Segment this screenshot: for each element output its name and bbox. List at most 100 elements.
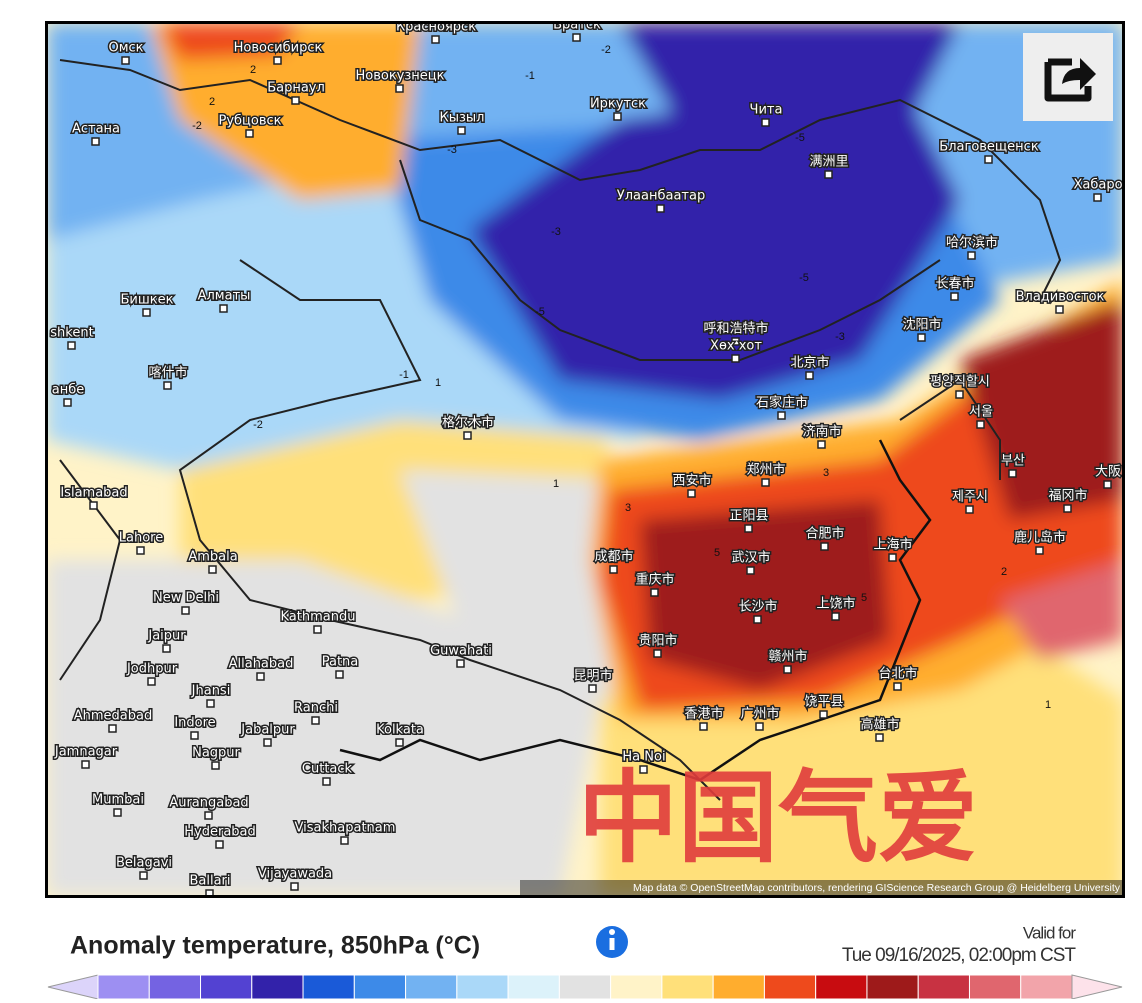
city-marker bbox=[204, 811, 213, 820]
color-swatch bbox=[968, 974, 1022, 1000]
city-marker bbox=[699, 722, 708, 731]
city-label: Jaipur bbox=[147, 629, 186, 644]
city-marker bbox=[731, 337, 740, 346]
attribution-bg bbox=[520, 880, 1123, 896]
city-label: 格尔木市 bbox=[442, 415, 494, 431]
city-marker bbox=[744, 524, 753, 533]
city-label: Братск bbox=[553, 18, 601, 33]
city-marker bbox=[395, 738, 404, 747]
contour-label: 1 bbox=[553, 478, 559, 490]
contour-label: -2 bbox=[601, 44, 611, 56]
city-marker bbox=[967, 251, 976, 260]
city-label: 上饶市 bbox=[816, 596, 855, 612]
city-labels: Омск Новосибирск Красноярск Братск Барнаул Но… bbox=[49, 18, 1123, 896]
city-label: Mumbai bbox=[92, 793, 144, 808]
city-marker bbox=[205, 889, 214, 896]
watermark: 中国气爱 bbox=[578, 759, 978, 876]
contour-label: 2 bbox=[1001, 566, 1007, 578]
city-label: Visakhapatnam bbox=[295, 821, 396, 836]
contour-label: 1 bbox=[435, 377, 441, 389]
city-label: 郑州市 bbox=[746, 462, 785, 478]
valid-time: Tue 09/16/2025, 02:00pm CST bbox=[842, 945, 1077, 966]
city-label: 沈阳市 bbox=[902, 317, 941, 333]
city-marker bbox=[67, 341, 76, 350]
color-bar-low bbox=[47, 974, 99, 1000]
coastline bbox=[339, 439, 932, 782]
color-swatch bbox=[148, 974, 202, 1000]
city-label: 鹿儿岛市 bbox=[1014, 530, 1066, 546]
city-marker bbox=[950, 292, 959, 301]
city-label: 上海市 bbox=[873, 537, 912, 553]
city-label: 长春市 bbox=[935, 276, 974, 292]
color-swatch bbox=[866, 974, 919, 1000]
city-label: Барнаул bbox=[267, 81, 325, 96]
city-marker bbox=[263, 738, 272, 747]
city-label: Jodhpur bbox=[126, 662, 178, 677]
city-marker bbox=[457, 126, 466, 135]
city-label: 武汉市 bbox=[731, 550, 770, 566]
city-marker bbox=[1055, 305, 1064, 314]
contour-label: 5 bbox=[714, 547, 720, 559]
city-label: 福冈市 bbox=[1048, 488, 1087, 504]
city-label: New Delhi bbox=[153, 591, 219, 606]
map[interactable]: Омск Новосибирск Красноярск Братск Барнаул Но… bbox=[47, 18, 1123, 898]
anomaly-field bbox=[47, 23, 1123, 896]
color-swatch bbox=[815, 974, 868, 1000]
city-label: Омск bbox=[108, 41, 143, 56]
city-marker bbox=[63, 398, 72, 407]
city-label: Indore bbox=[174, 716, 215, 731]
info-button[interactable] bbox=[596, 926, 628, 958]
city-label: Ahmedabad bbox=[74, 709, 152, 724]
city-marker bbox=[211, 761, 220, 770]
contour-label: -5 bbox=[795, 132, 805, 144]
city-label: Hyderabad bbox=[184, 825, 256, 840]
city-marker bbox=[656, 204, 665, 213]
city-marker bbox=[755, 722, 764, 731]
share-button[interactable] bbox=[1023, 33, 1113, 121]
city-marker bbox=[335, 670, 344, 679]
color-swatch bbox=[302, 974, 355, 1000]
city-marker bbox=[805, 371, 814, 380]
city-marker bbox=[653, 649, 662, 658]
city-label: Nagpur bbox=[192, 746, 240, 761]
city-label: shkent bbox=[50, 326, 93, 341]
city-label: 부산 bbox=[1001, 454, 1025, 469]
city-marker bbox=[875, 733, 884, 742]
city-label: Хөх хот bbox=[710, 339, 762, 354]
city-label: 广州市 bbox=[740, 706, 779, 722]
city-label: 평양직할시 bbox=[930, 375, 990, 390]
city-marker bbox=[976, 420, 985, 429]
color-swatch bbox=[405, 974, 458, 1000]
city-marker bbox=[731, 354, 740, 363]
city-label: 제주시 bbox=[952, 490, 988, 505]
city-label: 石家庄市 bbox=[756, 395, 808, 411]
map-frame bbox=[45, 21, 1125, 898]
city-label: 呼和浩特市 bbox=[703, 321, 768, 337]
legend-title: Anomaly temperature, 850hPa (°C) bbox=[70, 932, 480, 960]
city-marker bbox=[984, 155, 993, 164]
city-marker bbox=[1035, 546, 1044, 555]
city-marker bbox=[322, 777, 331, 786]
city-label: 北京市 bbox=[790, 355, 829, 371]
city-marker bbox=[136, 546, 145, 555]
city-marker bbox=[609, 565, 618, 574]
city-marker bbox=[753, 615, 762, 624]
attribution: Map data © OpenStreetMap contributors, r… bbox=[633, 882, 1121, 894]
contour-label: -3 bbox=[835, 331, 845, 343]
city-label: Алматы bbox=[198, 289, 251, 304]
color-swatch bbox=[558, 974, 612, 1000]
city-label: Благовещенск bbox=[939, 140, 1039, 155]
city-marker bbox=[89, 501, 98, 510]
city-marker bbox=[965, 505, 974, 514]
city-marker bbox=[917, 333, 926, 342]
city-label: Lahore bbox=[119, 531, 163, 546]
city-label: 台北市 bbox=[878, 666, 917, 682]
city-marker bbox=[1103, 480, 1112, 489]
city-marker bbox=[613, 112, 622, 121]
city-label: Cuttack bbox=[302, 762, 353, 777]
color-swatch bbox=[610, 974, 663, 1000]
city-marker bbox=[139, 871, 148, 880]
city-label: Кызыл bbox=[440, 111, 485, 126]
city-label: 赣州市 bbox=[768, 649, 807, 665]
city-label: Владивосток bbox=[1016, 290, 1105, 305]
